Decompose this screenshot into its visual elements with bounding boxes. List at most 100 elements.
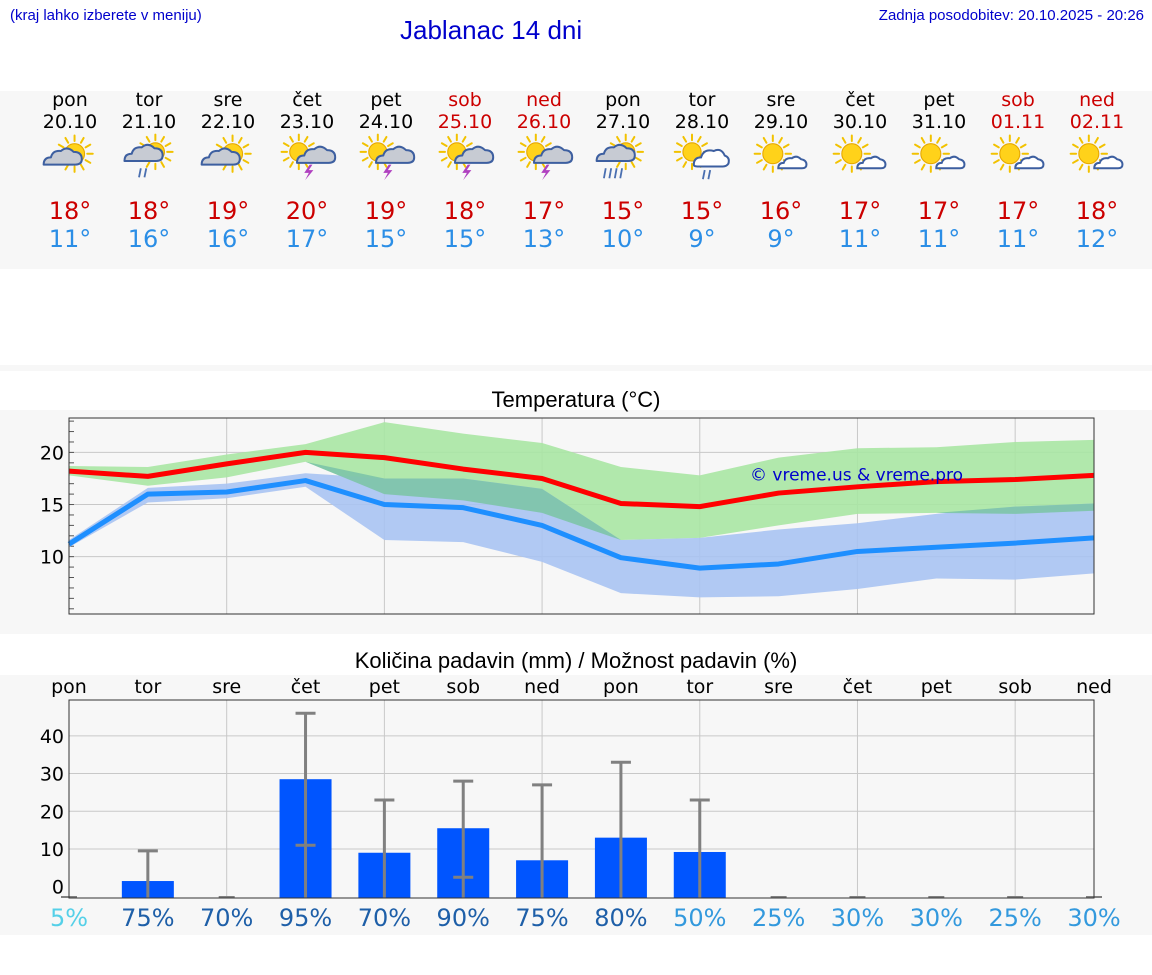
x-day-label: pon: [51, 676, 87, 698]
day-name: pet: [370, 89, 402, 111]
day-date: 01.11: [990, 111, 1046, 133]
plot-area: [69, 700, 1094, 898]
day-name: ned: [526, 89, 562, 111]
precipitation-probability: 30%: [1067, 904, 1120, 932]
day-name: tor: [135, 89, 163, 111]
precipitation-chart-title: Količina padavin (mm) / Možnost padavin …: [354, 648, 798, 673]
min-temperature: 13°: [522, 225, 566, 253]
daily-forecast: pon 20.10 18° 11° tor 21.10 18° 16° sre 22.10 19° 1…: [0, 89, 1152, 269]
max-temperature: 17°: [996, 197, 1040, 225]
x-day-label: sob: [446, 676, 480, 698]
day-date: 24.10: [358, 111, 414, 133]
last-updated: Zadnja posodobitev: 20.10.2025 - 20:26: [878, 7, 1144, 24]
min-temperature: 16°: [127, 225, 171, 253]
precipitation-probability: 5%: [50, 904, 88, 932]
sun-small-cloud-icon: [988, 133, 1048, 189]
y-tick-label: 15: [40, 495, 64, 517]
max-temperature: 18°: [1075, 197, 1119, 225]
precipitation-chart: pon tor sre čet pet sob ned pon tor sre čet pet sob n…: [40, 676, 1121, 932]
location-hint: (kraj lahko izberete v meniju): [10, 7, 202, 24]
y-tick-label: 0: [52, 877, 64, 899]
sun-small-cloud-icon: [1067, 133, 1127, 189]
partly-cloudy-icon: [198, 133, 258, 189]
separator-band: [0, 365, 1152, 371]
temperature-chart: 10 15 20 © vreme.us & vreme.pro: [40, 417, 1095, 615]
sun-thunder-icon: [435, 133, 495, 189]
day-name: pet: [923, 89, 955, 111]
day-date: 28.10: [674, 111, 730, 133]
max-temperature: 20°: [285, 197, 329, 225]
precipitation-probability: 75%: [121, 904, 174, 932]
day-date: 23.10: [279, 111, 335, 133]
sun-cloud-rain-icon: [672, 133, 732, 189]
x-day-label: čet: [291, 676, 321, 698]
y-tick-label: 20: [40, 442, 64, 464]
precipitation-probability: 30%: [831, 904, 884, 932]
x-day-label: pet: [369, 676, 400, 698]
day-name: sre: [213, 89, 243, 111]
max-temperature: 18°: [48, 197, 92, 225]
min-temperature: 12°: [1075, 225, 1119, 253]
sun-thunder-icon: [514, 133, 574, 189]
x-day-label: ned: [524, 676, 560, 698]
min-temperature: 9°: [688, 225, 716, 253]
daily-forecast-band: [0, 91, 1152, 269]
min-temperature: 16°: [206, 225, 250, 253]
sun-small-cloud-icon: [830, 133, 890, 189]
plot-border: [68, 417, 1095, 615]
day-date: 21.10: [121, 111, 177, 133]
max-temperature: 15°: [680, 197, 724, 225]
x-day-label: pon: [603, 676, 639, 698]
x-day-label: tor: [686, 676, 713, 698]
precipitation-probability: 25%: [752, 904, 805, 932]
min-temperature: 9°: [767, 225, 795, 253]
cloudy-rain-sun-icon: [119, 133, 179, 189]
partly-cloudy-icon: [40, 133, 100, 189]
plot-border: [68, 699, 1095, 899]
max-temperature: 17°: [838, 197, 882, 225]
day-name: sob: [1001, 89, 1035, 111]
temperature-chart-title: Temperatura (°C): [491, 387, 661, 412]
min-temperature-range-band: [69, 473, 1094, 598]
day-date: 29.10: [753, 111, 809, 133]
min-temperature-line: [67, 478, 1095, 571]
heavy-rain-sun-icon: [593, 133, 653, 189]
max-temperature: 17°: [522, 197, 566, 225]
day-date: 25.10: [437, 111, 493, 133]
sun-small-cloud-icon: [751, 133, 811, 189]
min-temperature: 15°: [443, 225, 487, 253]
y-tick-label: 40: [40, 726, 64, 748]
max-temperature: 15°: [601, 197, 645, 225]
day-date: 31.10: [911, 111, 967, 133]
x-day-label: sre: [212, 676, 241, 698]
page-title: Jablanac 14 dni: [400, 15, 583, 45]
watermark: © vreme.us & vreme.pro: [750, 466, 963, 486]
min-temperature: 15°: [364, 225, 408, 253]
y-tick-label: 10: [40, 547, 64, 569]
max-temperature: 17°: [917, 197, 961, 225]
min-temperature: 11°: [48, 225, 92, 253]
x-day-label: ned: [1076, 676, 1112, 698]
sun-thunder-icon: [277, 133, 337, 189]
precipitation-probability: 50%: [673, 904, 726, 932]
day-name: tor: [688, 89, 716, 111]
precipitation-probability: 80%: [594, 904, 647, 932]
sun-thunder-icon: [356, 133, 416, 189]
day-name: čet: [845, 89, 875, 111]
min-temperature: 11°: [838, 225, 882, 253]
x-day-label: tor: [134, 676, 161, 698]
precipitation-probability: 70%: [358, 904, 411, 932]
x-day-label: sob: [998, 676, 1032, 698]
min-temperature: 11°: [917, 225, 961, 253]
day-date: 22.10: [200, 111, 256, 133]
max-temperature: 16°: [759, 197, 803, 225]
day-date: 20.10: [42, 111, 98, 133]
precipitation-probability: 95%: [279, 904, 332, 932]
day-name: pon: [52, 89, 88, 111]
day-name: sob: [448, 89, 482, 111]
min-temperature: 17°: [285, 225, 329, 253]
temperature-range-overlap: [69, 461, 1094, 540]
sun-small-cloud-icon: [909, 133, 969, 189]
day-date: 27.10: [595, 111, 651, 133]
y-tick-label: 30: [40, 764, 64, 786]
